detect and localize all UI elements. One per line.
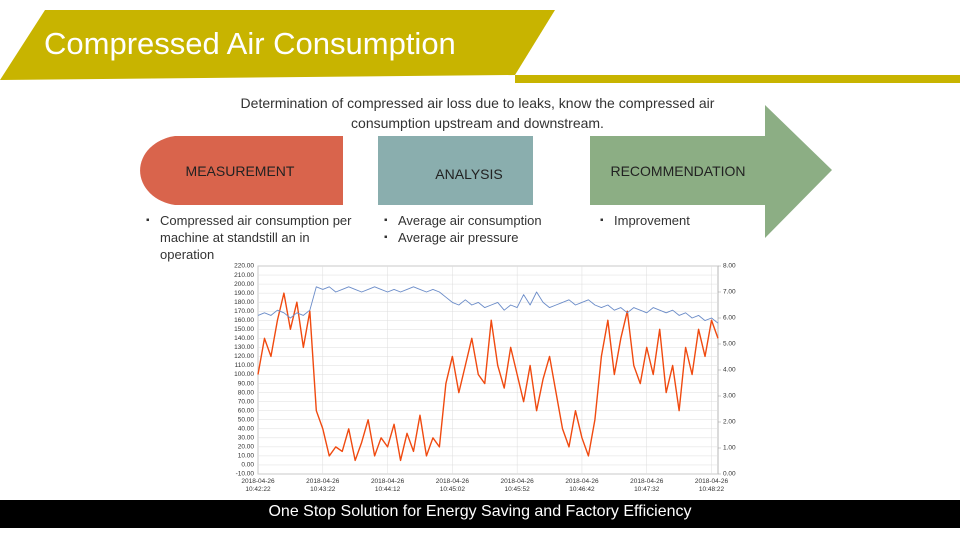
y2-tick-label: 0.00 [723,471,736,478]
x-tick-label: 2018-04-26 10:46:42 [565,478,599,493]
title: Compressed Air Consumption [44,26,456,61]
analysis-box [378,136,533,205]
bullet: Improvement [600,212,760,229]
y-tick-label: 150.00 [234,326,254,333]
chart: 220.00 210.00 200.00 190.00 180.00 170.00 160.… [220,260,740,498]
plot-area [257,265,719,475]
series-line [257,286,719,324]
y-tick-label: 170.00 [234,308,254,315]
title-banner [0,10,555,80]
series-line [257,292,719,462]
x-tick-label: 2018-04-26 10:44:12 [370,478,405,493]
y-tick-label: -10.00 [236,471,255,478]
y-tick-label: 190.00 [234,290,254,297]
y-tick-label: 160.00 [234,317,254,324]
subtitle: Determination of compressed air loss due… [240,95,715,131]
step-label: MEASUREMENT [185,163,295,179]
y-tick-label: 130.00 [234,344,254,351]
x-tick-label: 2018-04-26 10:47:32 [630,478,664,493]
bullets: Average air consumption Average air pres… [384,212,584,246]
y-tick-label: 200.00 [234,281,254,288]
bullets: Improvement [600,212,760,229]
y2-tick-label: 6.00 [723,315,736,322]
y-tick-label: 120.00 [234,353,254,360]
y-tick-label: 40.00 [238,426,255,433]
bullet: Compressed air consumption per machine a… [146,212,356,263]
y-tick-label: 210.00 [234,272,254,279]
x-tick-label: 2018-04-26 10:42:22 [241,478,275,493]
x-tick-label: 2018-04-26 10:45:02 [435,478,469,493]
footer-bar [0,500,960,528]
y-tick-label: 180.00 [234,299,254,306]
y2-tick-label: 2.00 [723,419,736,426]
measurement-box [140,136,343,205]
y-tick-label: 10.00 [238,453,255,460]
step-label: RECOMMENDATION [610,163,746,179]
x-tick-label: 2018-04-26 10:48:22 [694,478,729,493]
y-tick-label: 60.00 [238,407,255,414]
x-tick-label: 2018-04-26 10:43:22 [306,478,340,493]
arrow [590,105,832,238]
y2-tick-label: 1.00 [723,445,736,452]
y-tick-label: 50.00 [238,416,255,423]
y-tick-label: 140.00 [234,335,254,342]
y-tick-label: 30.00 [238,435,255,442]
y2-tick-label: 8.00 [723,263,736,270]
step-label: ANALYSIS [435,166,503,182]
y-tick-label: 70.00 [238,398,255,405]
y2-tick-label: 7.00 [723,289,736,296]
bullet: Average air pressure [384,229,584,246]
y-tick-label: 90.00 [238,380,255,387]
bullet: Average air consumption [384,212,584,229]
bullets: Compressed air consumption per machine a… [146,212,356,263]
y2-tick-label: 4.00 [723,367,736,374]
y-tick-label: 220.00 [234,263,254,270]
y-tick-label: 20.00 [238,444,255,451]
y2-tick-label: 3.00 [723,393,736,400]
title-stripe [515,75,960,83]
y2-tick-label: 5.00 [723,341,736,348]
y-tick-label: 110.00 [235,362,255,369]
footer: One Stop Solution for Energy Saving and … [268,503,692,520]
y-tick-label: 0.00 [241,462,254,469]
y-tick-label: 80.00 [238,389,255,396]
x-tick-label: 2018-04-26 10:45:52 [500,478,534,493]
y-tick-label: 100.00 [234,371,254,378]
